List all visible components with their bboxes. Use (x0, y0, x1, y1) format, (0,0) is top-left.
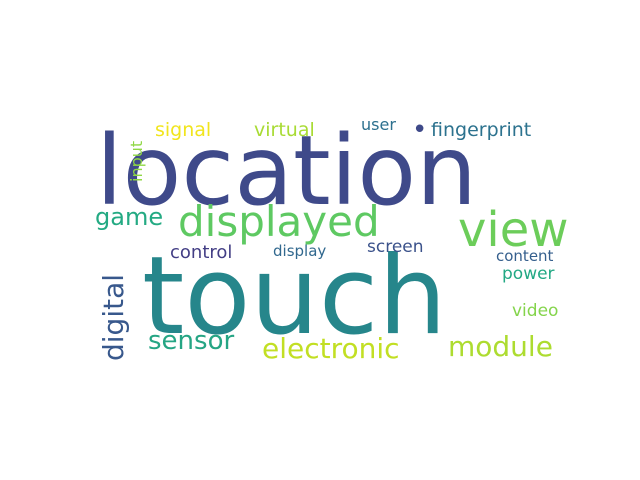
word-fingerprint: fingerprint (431, 119, 531, 141)
word-module: module (448, 330, 553, 363)
word-virtual: virtual (254, 119, 315, 141)
word-display: display (273, 242, 326, 260)
word-electronic: electronic (262, 332, 400, 365)
word-digital: digital (97, 274, 130, 361)
word-signal: signal (155, 119, 211, 141)
word-screen: screen (367, 237, 424, 257)
word-dot: • (412, 115, 427, 145)
word-control: control (170, 242, 232, 263)
word-game: game (95, 203, 163, 231)
word-input: input (127, 141, 146, 182)
word-power: power (502, 264, 555, 284)
word-sensor: sensor (148, 326, 234, 356)
word-user: user (361, 115, 396, 134)
word-video: video (512, 301, 558, 321)
word-displayed: displayed (178, 197, 380, 246)
word-content: content (496, 247, 554, 265)
